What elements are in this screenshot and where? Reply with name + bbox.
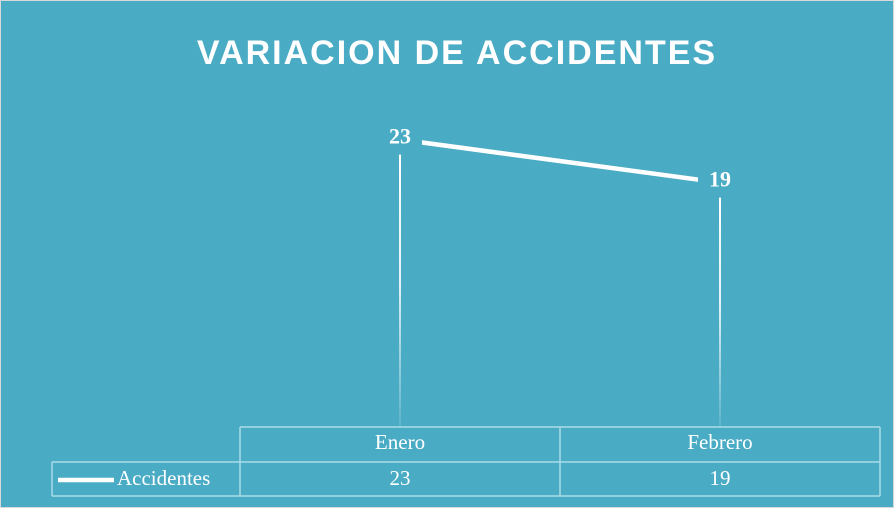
legend-label: Accidentes: [117, 466, 210, 490]
data-label-background: [378, 124, 422, 155]
data-label-background: [698, 167, 742, 198]
data-label: 19: [709, 167, 731, 192]
table-value: 19: [710, 466, 731, 490]
series-line: [399, 137, 721, 185]
table-value: 23: [390, 466, 411, 490]
drop-line: [719, 182, 721, 427]
data-table-grid: [51, 426, 881, 497]
drop-line: [399, 139, 401, 427]
chart-title: VARIACION DE ACCIDENTES: [197, 34, 717, 72]
category-cell: Enero: [375, 430, 425, 454]
data-label: 23: [389, 124, 411, 149]
category-cell: Febrero: [687, 430, 752, 454]
